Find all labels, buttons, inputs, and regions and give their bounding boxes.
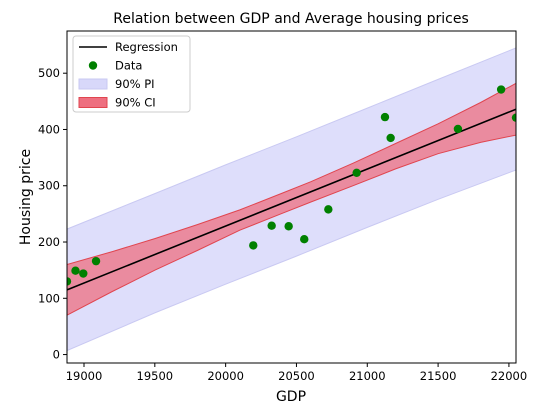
- data-point: [300, 235, 309, 244]
- data-point: [352, 168, 361, 178]
- data-point: [79, 269, 88, 278]
- data-point: [91, 256, 101, 266]
- y-tick-label: 100: [38, 291, 60, 305]
- plot-area: [67, 47, 516, 352]
- x-tick-label: 22000: [491, 369, 528, 383]
- data-point: [71, 266, 80, 275]
- data-point: [249, 241, 258, 250]
- x-axis-label: GDP: [276, 389, 306, 405]
- x-tick-label: 19500: [137, 369, 174, 383]
- data-point: [267, 221, 276, 230]
- legend-data-swatch: [88, 61, 98, 70]
- y-axis: 0 100 200 300 400 500: [38, 66, 67, 362]
- y-tick-label: 300: [38, 179, 60, 193]
- data-point: [284, 222, 293, 231]
- data-point: [496, 85, 506, 94]
- y-tick-label: 200: [38, 235, 60, 249]
- y-tick-label: 0: [53, 348, 60, 362]
- x-tick-label: 21500: [420, 369, 457, 383]
- x-tick-label: 20000: [207, 369, 244, 383]
- legend-ci-swatch: [78, 97, 108, 108]
- data-point: [386, 133, 395, 143]
- x-tick-label: 21000: [349, 369, 386, 383]
- x-tick-label: 19000: [66, 369, 103, 383]
- legend-label: 90% CI: [115, 96, 156, 110]
- legend-label: 90% PI: [115, 77, 155, 91]
- y-tick-label: 500: [38, 66, 60, 80]
- regression-line: [67, 108, 516, 291]
- x-tick-label: 20500: [278, 369, 315, 383]
- legend: Regression Data 90% PI 90% CI: [72, 35, 191, 113]
- chart-title: Relation between GDP and Average housing…: [113, 11, 469, 27]
- legend-label: Regression: [115, 40, 178, 54]
- y-axis-label: Housing price: [18, 149, 34, 245]
- x-axis: 19000 19500 20000 20500 21000 21500 22000: [66, 363, 528, 383]
- data-point: [67, 277, 72, 286]
- legend-pi-swatch: [78, 78, 108, 90]
- y-tick-label: 400: [38, 122, 60, 136]
- data-point: [453, 124, 463, 134]
- data-point: [324, 205, 333, 214]
- data-point: [511, 113, 516, 122]
- legend-label: Data: [115, 59, 142, 73]
- legend-box: [72, 35, 191, 113]
- plot-frame: [66, 30, 517, 364]
- data-point: [380, 112, 390, 122]
